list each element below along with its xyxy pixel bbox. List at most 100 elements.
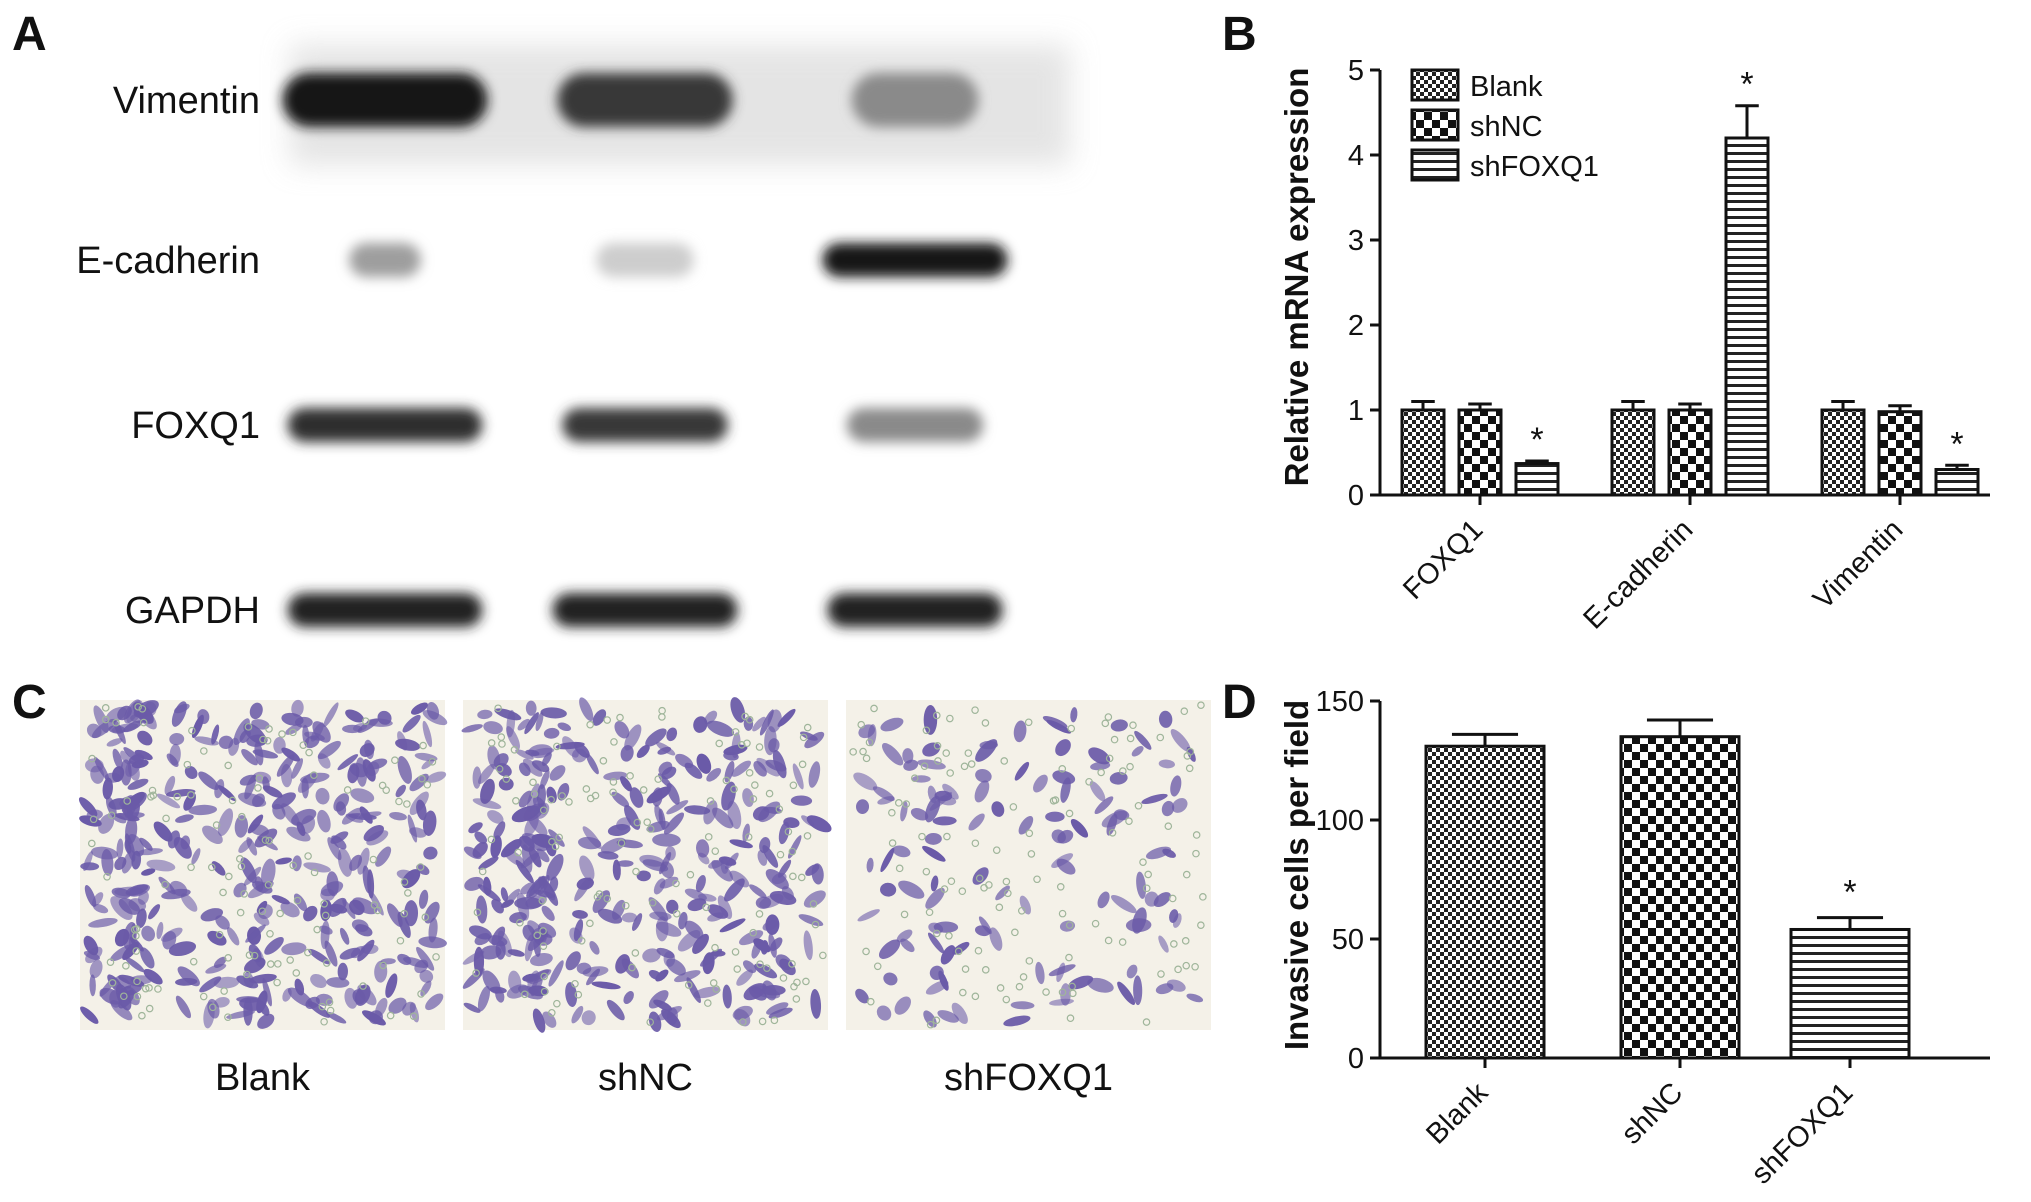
membrane-pore xyxy=(400,878,409,886)
blot-band xyxy=(822,243,1008,277)
stained-cell xyxy=(428,917,438,943)
stained-cell xyxy=(101,849,114,876)
stained-cell xyxy=(312,721,331,743)
membrane-pore xyxy=(320,1017,328,1026)
membrane-pore xyxy=(932,1016,941,1025)
stained-cell xyxy=(742,788,754,807)
stained-cell xyxy=(493,821,506,840)
membrane-pore xyxy=(731,948,740,956)
membrane-pore xyxy=(228,796,237,805)
stained-cell xyxy=(291,808,317,826)
membrane-pore xyxy=(419,741,427,750)
stained-cell xyxy=(525,700,537,716)
chart-b-bar xyxy=(1877,410,1923,497)
membrane-pore xyxy=(958,887,967,896)
membrane-pore xyxy=(261,836,270,844)
stained-cell xyxy=(1141,793,1168,804)
stained-cell xyxy=(180,893,198,912)
membrane-pore xyxy=(857,720,866,729)
membrane-pore xyxy=(276,909,284,918)
membrane-pore xyxy=(737,741,746,749)
membrane-pore xyxy=(187,863,195,872)
stained-cell xyxy=(516,892,530,921)
stained-cell xyxy=(374,960,388,983)
stained-cell xyxy=(357,939,375,962)
stained-cell xyxy=(144,701,157,716)
blot-label: Vimentin xyxy=(113,80,260,122)
stained-cell xyxy=(531,760,550,773)
membrane-pore xyxy=(788,847,797,856)
stained-cell xyxy=(140,947,155,969)
stained-cell xyxy=(767,709,782,733)
membrane-pore xyxy=(409,1012,418,1021)
membrane-pore xyxy=(712,985,721,993)
stained-cell xyxy=(696,753,712,774)
membrane-pore xyxy=(1185,764,1194,773)
stained-cell xyxy=(548,960,564,987)
membrane-pore xyxy=(1126,762,1134,771)
stained-cell xyxy=(357,984,377,1006)
stained-cell xyxy=(654,804,664,825)
stained-cell xyxy=(161,927,183,942)
stained-cell xyxy=(214,779,225,799)
membrane-pore xyxy=(487,835,496,844)
stained-cell xyxy=(526,969,550,983)
membrane-pore xyxy=(1192,849,1200,858)
membrane-pore xyxy=(755,743,764,751)
stained-cell xyxy=(524,712,539,735)
membrane-pore xyxy=(553,742,561,751)
stained-cell xyxy=(422,810,437,836)
membrane-pore xyxy=(1019,973,1028,981)
membrane-pore xyxy=(224,954,232,962)
membrane-pore xyxy=(749,795,758,803)
stained-cell xyxy=(639,854,665,867)
membrane-pore xyxy=(555,833,563,842)
membrane-pore xyxy=(539,942,548,950)
stained-cell xyxy=(303,862,331,873)
chart-d-significance: * xyxy=(1843,874,1856,912)
chart-b-x-tick-label: E-cadherin xyxy=(1578,514,1700,636)
stained-cell xyxy=(648,990,669,1009)
stained-cell xyxy=(753,938,771,953)
stained-cell xyxy=(586,753,599,775)
stained-cell xyxy=(808,761,821,788)
membrane-pore xyxy=(299,741,308,749)
membrane-pore xyxy=(1025,957,1034,965)
stained-cell xyxy=(482,970,501,994)
stained-cell xyxy=(541,752,552,766)
stained-cell xyxy=(411,702,428,715)
stained-cell xyxy=(294,978,305,996)
membrane-pore xyxy=(684,981,693,989)
chart-b-bar xyxy=(1934,468,1980,497)
stained-cell xyxy=(695,874,706,893)
blot-label: GAPDH xyxy=(125,590,260,632)
membrane-pore xyxy=(809,900,818,908)
stained-cell xyxy=(202,825,223,845)
membrane-pore xyxy=(245,951,254,959)
stained-cell xyxy=(894,996,911,1015)
stained-cell xyxy=(175,814,194,823)
stained-cell xyxy=(385,973,398,998)
stained-cell xyxy=(325,1011,347,1024)
membrane-pore xyxy=(173,792,182,801)
membrane-pore xyxy=(959,988,967,997)
stained-cell xyxy=(720,856,729,874)
chart-b-significance: * xyxy=(1950,425,1963,463)
membrane-pore xyxy=(428,758,437,766)
stained-cell xyxy=(883,972,898,986)
stained-cell xyxy=(629,787,644,808)
membrane-pore xyxy=(932,711,941,720)
stained-cell xyxy=(389,812,407,821)
stained-cell xyxy=(619,776,633,792)
membrane-pore xyxy=(704,833,713,841)
stained-cell xyxy=(518,790,533,808)
membrane-pore xyxy=(188,726,196,735)
stained-cell xyxy=(236,996,261,1003)
stained-cell xyxy=(924,833,942,845)
stained-cell xyxy=(323,702,339,728)
stained-cell xyxy=(328,897,347,917)
stained-cell xyxy=(900,801,908,822)
stained-cell xyxy=(478,856,499,870)
stained-cell xyxy=(483,876,492,896)
stained-cell xyxy=(86,723,102,739)
